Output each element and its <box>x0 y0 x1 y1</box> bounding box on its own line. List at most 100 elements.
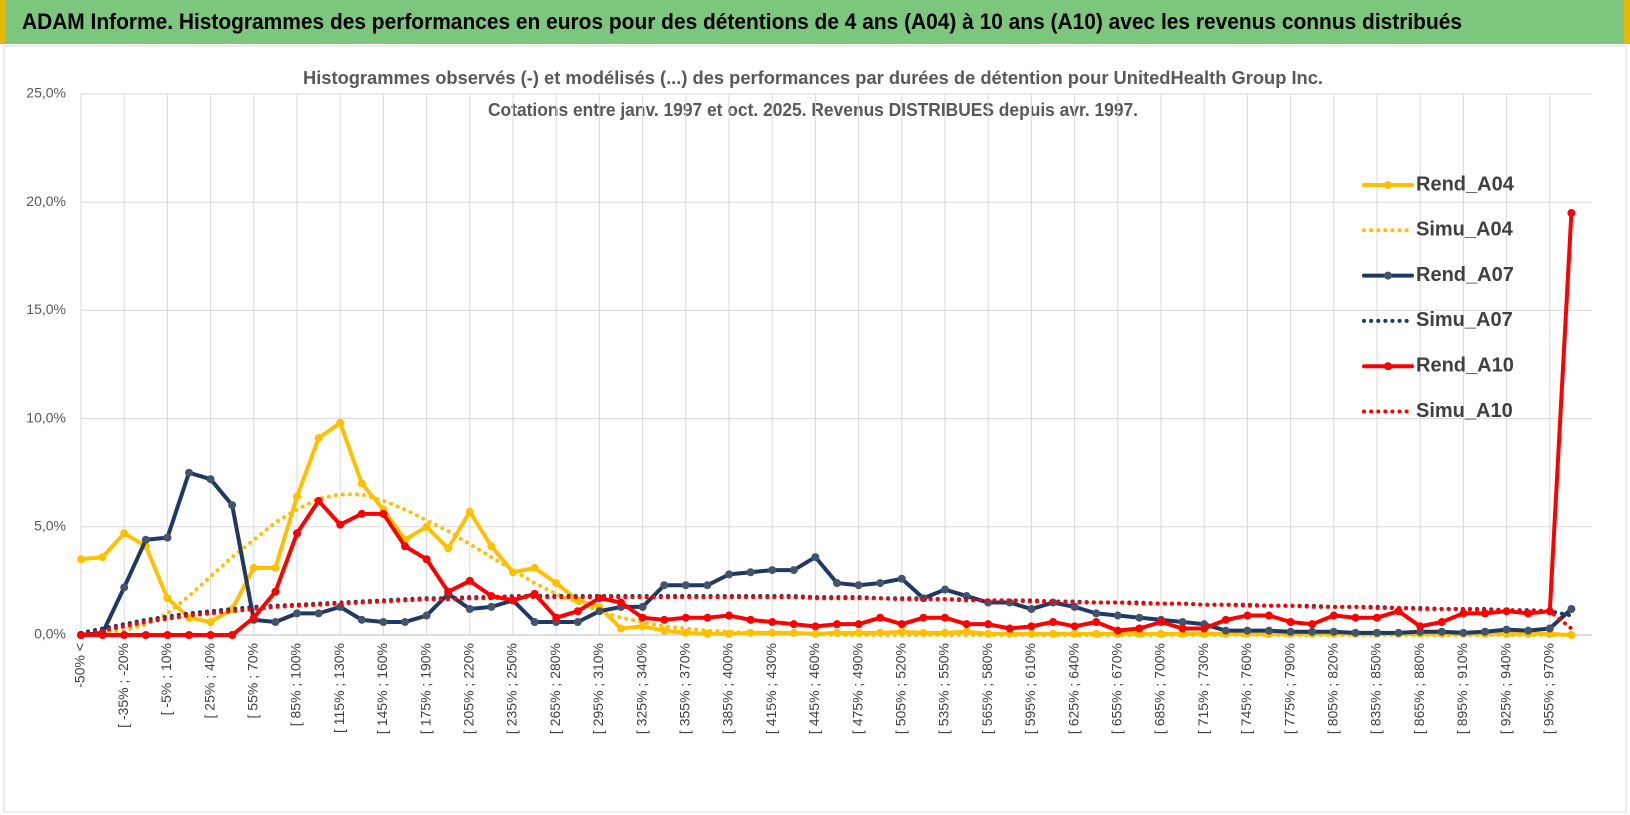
series-marker <box>1070 622 1079 631</box>
series-marker <box>206 631 215 639</box>
header-accent <box>0 0 6 44</box>
series-marker <box>206 475 215 484</box>
series-marker <box>336 520 345 529</box>
series-marker <box>422 611 431 620</box>
series-marker <box>1221 615 1230 624</box>
series-marker <box>487 602 496 611</box>
series-marker <box>1481 627 1489 636</box>
series-marker <box>552 579 561 588</box>
chart-frame <box>3 45 1627 813</box>
x-tick-label: [ 325% ; 340% <box>633 643 649 734</box>
x-tick-label: [ 235% ; 250% <box>504 643 520 734</box>
series-line <box>79 470 1574 637</box>
series-marker <box>1027 622 1036 631</box>
series-marker <box>293 609 301 618</box>
x-tick-label: [ 445% ; 460% <box>806 643 822 734</box>
legend-marker <box>1384 271 1392 280</box>
x-tick-label: [ 85% ; 100% <box>288 643 304 726</box>
series-marker <box>725 570 733 579</box>
series-marker <box>314 496 323 505</box>
series-marker <box>768 566 777 575</box>
series-marker <box>1351 613 1360 622</box>
series-marker <box>660 615 669 624</box>
series-marker <box>811 553 820 562</box>
x-tick-label: [ 175% ; 190% <box>417 643 433 734</box>
y-tick-label: 0,0% <box>34 626 66 642</box>
x-tick-label: [ 415% ; 430% <box>763 643 779 734</box>
series-marker <box>206 618 215 627</box>
series-marker <box>919 613 928 622</box>
series-marker <box>681 628 690 637</box>
series-marker <box>1265 611 1273 620</box>
series-marker <box>444 587 453 596</box>
series-marker <box>465 605 474 614</box>
series-marker <box>1502 625 1511 634</box>
series-marker <box>703 581 712 590</box>
series-marker <box>1308 620 1317 629</box>
series-marker <box>314 609 323 618</box>
legend-marker <box>1384 181 1392 189</box>
series-marker <box>249 613 258 622</box>
series-marker <box>1178 624 1187 633</box>
x-tick-label: [ 835% ; 850% <box>1368 643 1384 734</box>
series-marker <box>77 555 85 564</box>
series-marker <box>487 542 496 551</box>
x-tick-label: [ 865% ; 880% <box>1411 643 1427 734</box>
x-tick-label: [ 625% ; 640% <box>1065 643 1081 734</box>
series-marker <box>1135 624 1144 633</box>
series-marker <box>941 585 949 594</box>
series-marker <box>271 563 280 572</box>
series-marker <box>293 492 301 501</box>
series-marker <box>120 583 129 592</box>
series-marker <box>681 581 690 590</box>
legend-marker <box>1384 362 1392 371</box>
series-marker <box>336 418 345 427</box>
series-marker <box>617 598 625 607</box>
series-marker <box>962 620 971 629</box>
series-marker <box>617 624 625 633</box>
x-tick-label: [ 925% ; 940% <box>1497 643 1513 734</box>
series-marker <box>854 581 863 590</box>
series-marker <box>1394 628 1403 637</box>
series-marker <box>1459 609 1468 618</box>
legend-label: Simu_A04 <box>1416 219 1514 241</box>
x-tick-label: [ 595% ; 610% <box>1022 643 1038 734</box>
series-marker <box>595 607 604 616</box>
series-marker <box>897 620 906 629</box>
series-marker <box>1157 618 1165 627</box>
series-marker <box>1308 627 1317 636</box>
series-marker <box>1178 618 1187 627</box>
x-tick-label: [ 505% ; 520% <box>893 643 909 734</box>
series-marker <box>1329 611 1338 620</box>
series-marker <box>941 613 949 622</box>
x-tick-label: [ -5% ; 10% <box>158 643 174 715</box>
series-marker <box>379 618 388 627</box>
series-line <box>79 420 1574 637</box>
series-marker <box>401 618 409 627</box>
series-marker <box>249 563 258 572</box>
series-marker <box>1545 624 1554 633</box>
series-marker <box>141 535 150 544</box>
chart-title: Histogrammes observés (-) et modélisés (… <box>303 68 1323 88</box>
series-marker <box>984 620 993 629</box>
series-marker <box>401 542 409 551</box>
y-tick-label: 15,0% <box>26 301 66 317</box>
series-marker <box>1221 626 1230 635</box>
legend-label: Simu_A07 <box>1416 309 1513 331</box>
series-marker <box>638 622 647 631</box>
series-marker <box>1005 624 1014 633</box>
chart-subtitle: Cotations entre janv. 1997 et oct. 2025.… <box>488 100 1138 120</box>
legend-label: Rend_A04 <box>1416 173 1515 195</box>
series-marker <box>185 631 193 639</box>
series-marker <box>1243 626 1252 635</box>
series-marker <box>1416 622 1425 631</box>
series-marker <box>271 587 280 596</box>
series-marker <box>357 509 366 518</box>
series-marker <box>98 631 107 639</box>
header-accent <box>1624 0 1630 44</box>
legend-label: Rend_A07 <box>1416 264 1514 286</box>
series-marker <box>1113 626 1122 635</box>
series-marker <box>1135 613 1144 622</box>
x-tick-label: [ 265% ; 280% <box>547 643 563 734</box>
x-tick-label: -50% < <box>72 643 88 688</box>
